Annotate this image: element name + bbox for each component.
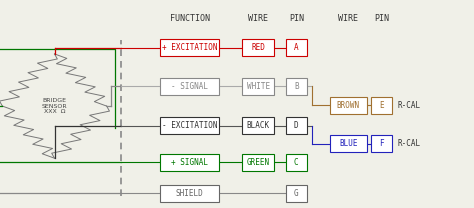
Text: PIN: PIN <box>374 14 389 23</box>
FancyBboxPatch shape <box>242 78 274 95</box>
Text: PIN: PIN <box>289 14 304 23</box>
FancyBboxPatch shape <box>160 78 219 95</box>
Text: BROWN: BROWN <box>337 100 360 110</box>
FancyBboxPatch shape <box>160 154 219 171</box>
Text: BLACK: BLACK <box>247 121 270 130</box>
FancyBboxPatch shape <box>160 39 219 56</box>
FancyBboxPatch shape <box>330 97 367 114</box>
Text: - SIGNAL: - SIGNAL <box>171 82 208 91</box>
Text: R-CAL: R-CAL <box>398 100 421 110</box>
Text: E: E <box>379 100 384 110</box>
Text: GREEN: GREEN <box>247 158 270 167</box>
Text: SENSOR: SENSOR <box>42 104 67 109</box>
FancyBboxPatch shape <box>160 117 219 134</box>
FancyBboxPatch shape <box>371 97 392 114</box>
FancyBboxPatch shape <box>286 117 307 134</box>
Text: SHIELD: SHIELD <box>176 189 203 198</box>
FancyBboxPatch shape <box>242 39 274 56</box>
Text: - EXCITATION: - EXCITATION <box>162 121 218 130</box>
Text: BRIDGE: BRIDGE <box>43 98 66 103</box>
FancyBboxPatch shape <box>371 135 392 152</box>
Text: F: F <box>379 139 384 148</box>
Text: WHITE: WHITE <box>247 82 270 91</box>
Text: FUNCTION: FUNCTION <box>170 14 210 23</box>
Text: XXX  Ω: XXX Ω <box>44 109 65 114</box>
FancyBboxPatch shape <box>330 135 367 152</box>
Text: + EXCITATION: + EXCITATION <box>162 43 218 52</box>
Text: BLUE: BLUE <box>339 139 358 148</box>
Text: + SIGNAL: + SIGNAL <box>171 158 208 167</box>
Text: WIRE: WIRE <box>248 14 268 23</box>
FancyBboxPatch shape <box>286 185 307 202</box>
Text: R-CAL: R-CAL <box>398 139 421 148</box>
FancyBboxPatch shape <box>160 185 219 202</box>
FancyBboxPatch shape <box>242 154 274 171</box>
Text: WIRE: WIRE <box>338 14 358 23</box>
FancyBboxPatch shape <box>286 39 307 56</box>
Text: D: D <box>294 121 299 130</box>
Text: B: B <box>294 82 299 91</box>
Text: RED: RED <box>251 43 265 52</box>
FancyBboxPatch shape <box>286 154 307 171</box>
FancyBboxPatch shape <box>242 117 274 134</box>
Text: A: A <box>294 43 299 52</box>
FancyBboxPatch shape <box>286 78 307 95</box>
Text: C: C <box>294 158 299 167</box>
Text: G: G <box>294 189 299 198</box>
